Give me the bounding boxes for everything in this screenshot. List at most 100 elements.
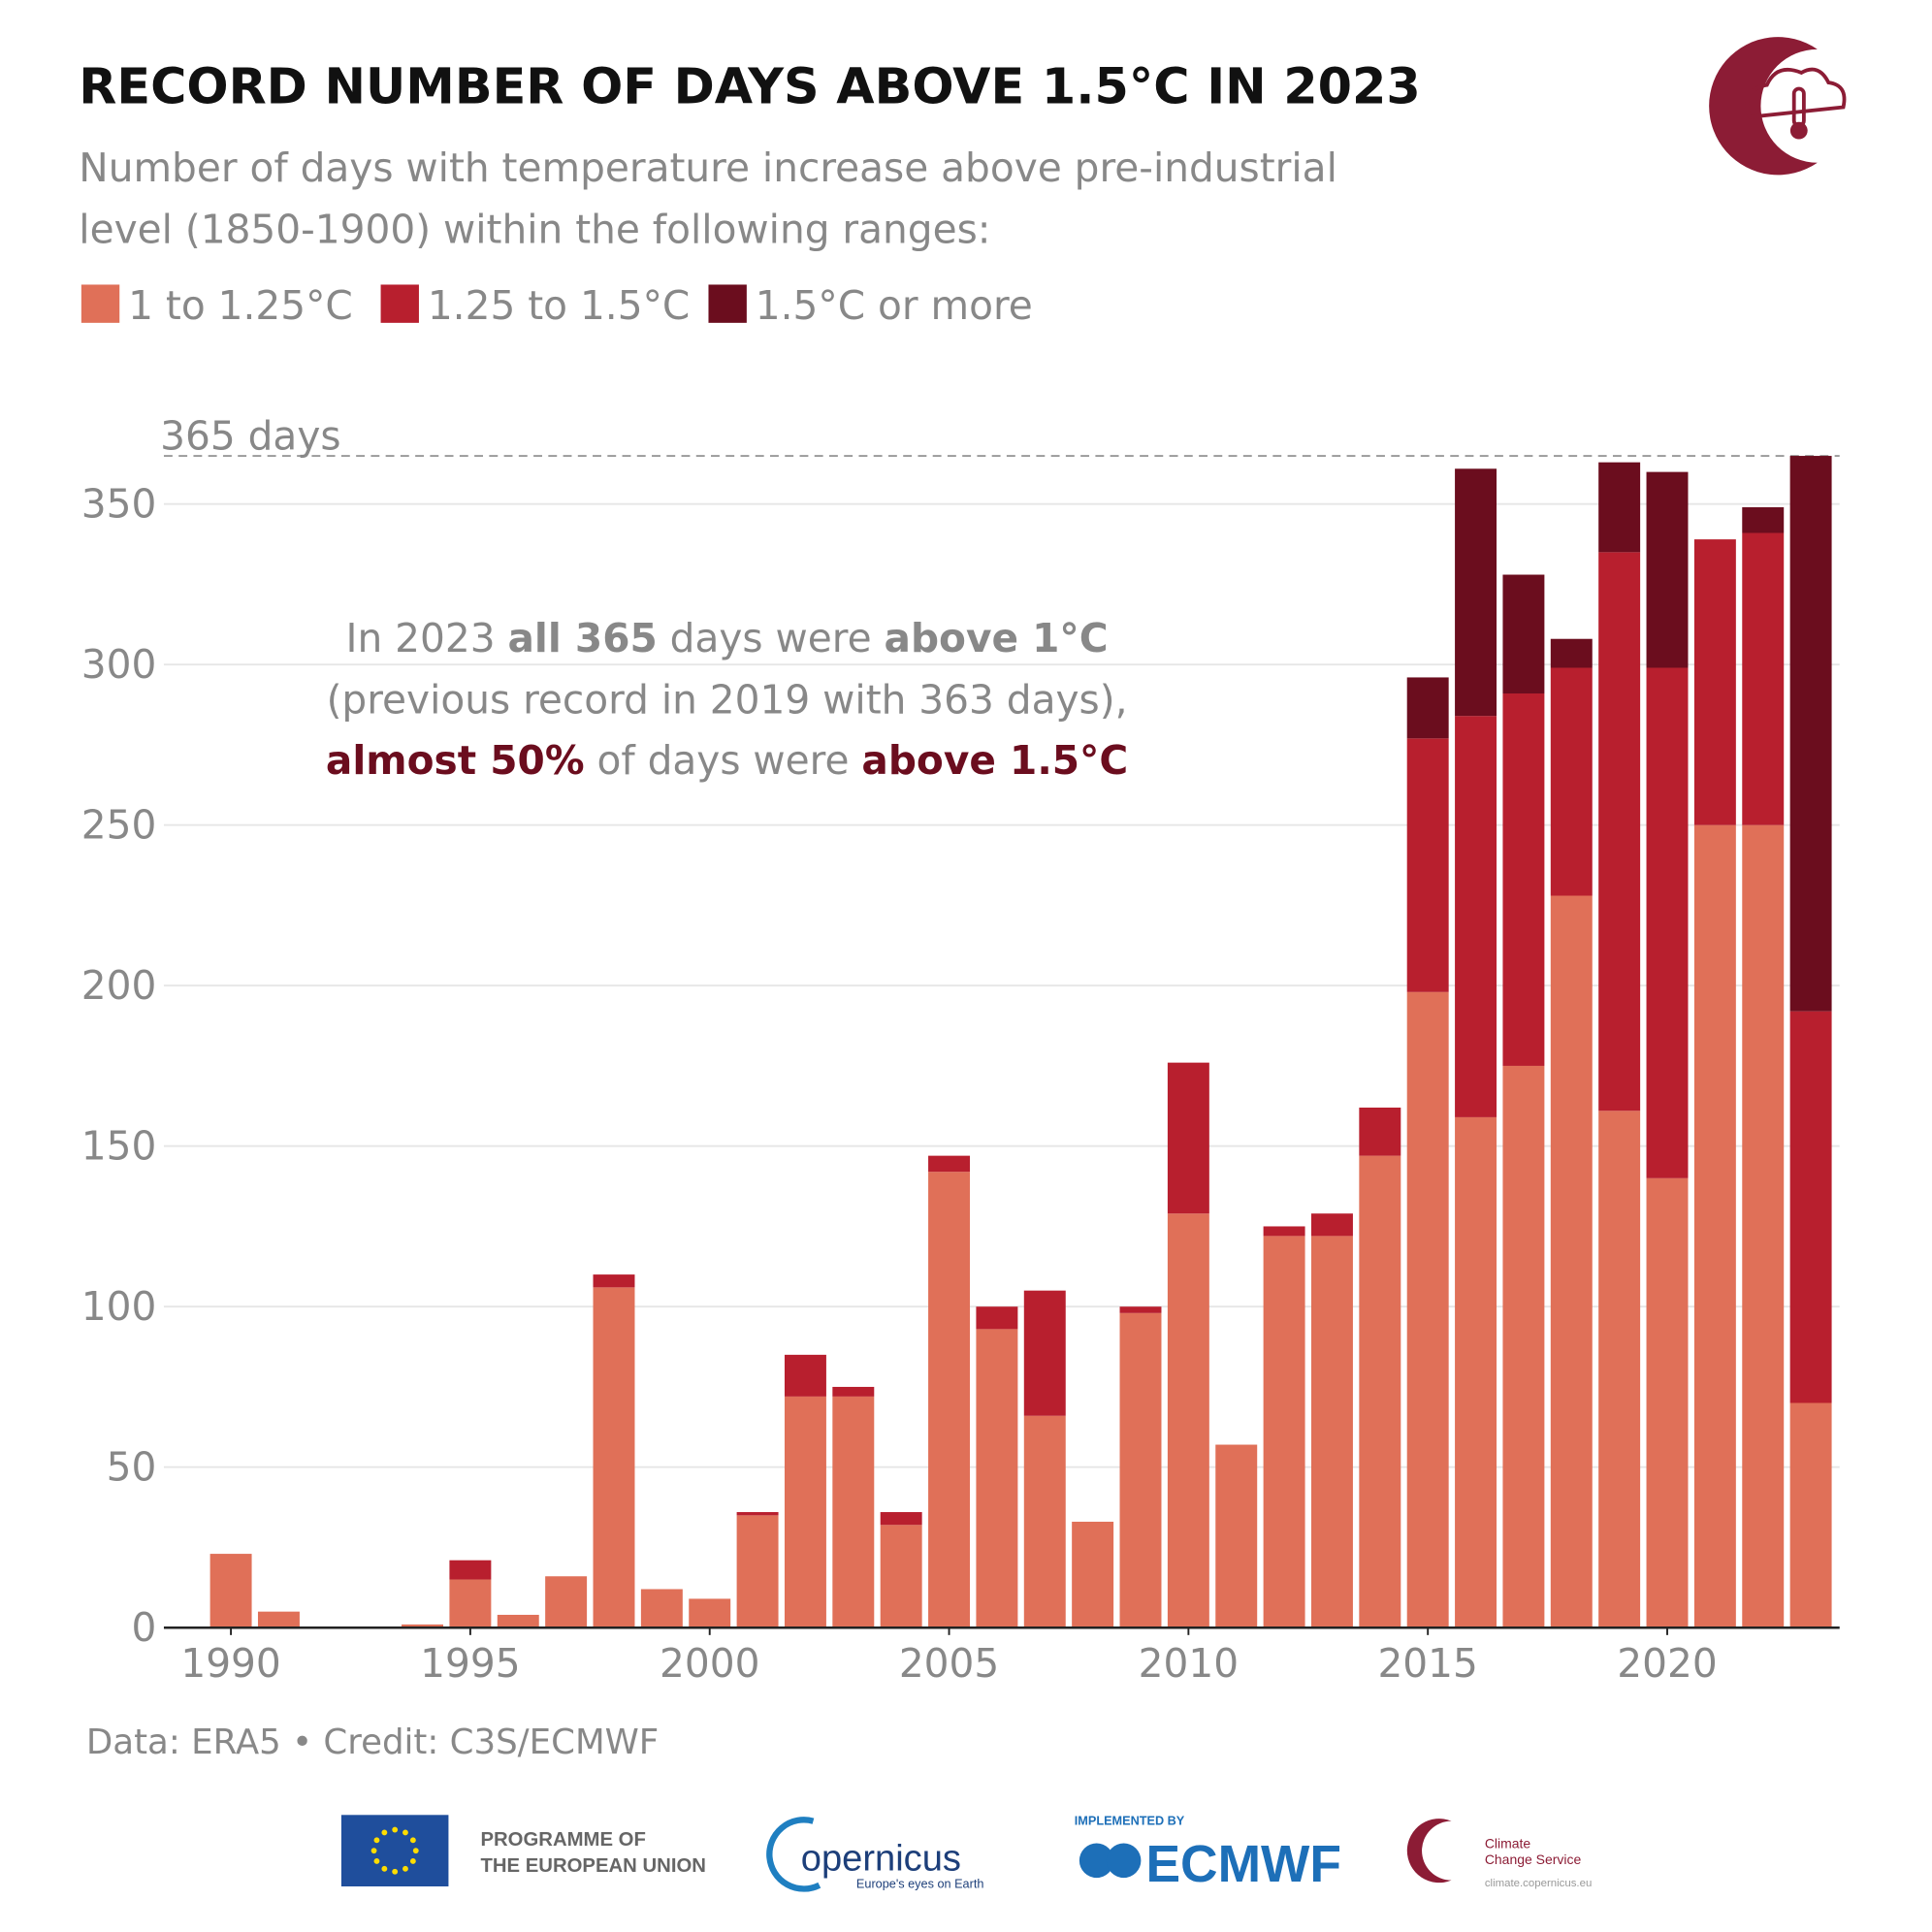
bar-segment bbox=[402, 1624, 444, 1628]
bar-segment bbox=[1646, 1177, 1689, 1628]
x-tick-label: 2015 bbox=[1377, 1640, 1477, 1687]
copernicus-arc bbox=[766, 1817, 821, 1892]
bar-segment bbox=[1406, 991, 1449, 1628]
eu-star bbox=[409, 1858, 416, 1864]
copernicus-text: opernicus bbox=[801, 1838, 961, 1879]
eu-star bbox=[381, 1865, 388, 1872]
y-tick-label: 200 bbox=[81, 962, 157, 1009]
bar-segment bbox=[1455, 468, 1497, 717]
bar-segment bbox=[1550, 638, 1593, 668]
eu-text: PROGRAMME OF bbox=[480, 1829, 645, 1851]
bar-segment bbox=[976, 1329, 1018, 1628]
logo-cloud bbox=[1745, 67, 1847, 119]
bar-segment bbox=[449, 1579, 492, 1628]
bar-segment bbox=[1310, 1213, 1353, 1237]
bar-segment bbox=[593, 1287, 635, 1628]
bar-segment bbox=[736, 1515, 779, 1628]
source: Data: ERA5 • Credit: C3S/ECMWF bbox=[86, 1723, 659, 1762]
logo-crescent bbox=[1709, 37, 1818, 176]
bar-segment bbox=[1646, 471, 1689, 668]
bar-segment bbox=[689, 1598, 731, 1628]
annotation-line: In 2023 all 365 days were above 1°C bbox=[345, 615, 1108, 661]
eu-star bbox=[392, 1868, 399, 1875]
legend-swatch bbox=[380, 284, 419, 323]
c3s-url: climate.copernicus.eu bbox=[1485, 1878, 1592, 1889]
c3s-text: Climate bbox=[1485, 1836, 1531, 1852]
bar-segment bbox=[1693, 824, 1736, 1628]
eu-star bbox=[412, 1848, 419, 1854]
eu-star bbox=[381, 1829, 388, 1836]
c3s-logo bbox=[1709, 37, 1847, 176]
bar-segment bbox=[1550, 667, 1593, 896]
eu-star bbox=[373, 1858, 380, 1864]
bar-segment bbox=[1263, 1226, 1305, 1237]
eu-star bbox=[402, 1865, 408, 1872]
ecmwf-icon bbox=[1106, 1843, 1142, 1879]
bar-segment bbox=[497, 1614, 539, 1628]
bar-segment bbox=[928, 1155, 971, 1173]
legend-swatch bbox=[708, 284, 747, 323]
annotation-text: of days were bbox=[585, 737, 862, 784]
eu-star bbox=[373, 1837, 380, 1844]
c3s-small-crescent bbox=[1406, 1819, 1452, 1884]
bar-segment bbox=[593, 1274, 635, 1288]
eu-star bbox=[370, 1848, 377, 1854]
bar-segment bbox=[1598, 552, 1641, 1111]
y-tick-label: 250 bbox=[81, 802, 157, 849]
x-tick-label: 2010 bbox=[1139, 1640, 1239, 1687]
bar-segment bbox=[1742, 532, 1785, 825]
bar-segment bbox=[1263, 1236, 1305, 1628]
ecmwf-text: ECMWF bbox=[1145, 1836, 1340, 1893]
subtitle: Number of days with temperature increase… bbox=[79, 145, 1337, 191]
bar-segment bbox=[1646, 667, 1689, 1178]
bar-segment bbox=[1742, 824, 1785, 1628]
bar-segment bbox=[1359, 1107, 1401, 1156]
bar-segment bbox=[1502, 574, 1545, 693]
bar-segment bbox=[784, 1396, 826, 1628]
bar-segment bbox=[1693, 539, 1736, 825]
ecmwf-small: IMPLEMENTED BY bbox=[1075, 1814, 1185, 1827]
bar-segment bbox=[1023, 1290, 1066, 1416]
y-tick-label: 100 bbox=[81, 1283, 157, 1330]
bar-segment bbox=[1406, 677, 1449, 739]
bar-segment bbox=[928, 1172, 971, 1628]
ecmwf-icon bbox=[1079, 1843, 1114, 1879]
c3s-text: Change Service bbox=[1485, 1852, 1582, 1867]
y-tick-label: 350 bbox=[81, 481, 157, 528]
bar-segment bbox=[1310, 1236, 1353, 1628]
annotation-text: (previous record in 2019 with 363 days), bbox=[327, 677, 1128, 724]
annotation-text: days were bbox=[658, 615, 885, 661]
bar-segment bbox=[1023, 1415, 1066, 1628]
y-tick-label: 50 bbox=[107, 1444, 157, 1491]
bar-segment bbox=[1119, 1312, 1162, 1628]
eu-star bbox=[409, 1837, 416, 1844]
logo-bulb bbox=[1789, 121, 1808, 140]
annotation-text: all 365 bbox=[507, 615, 657, 661]
bar-segment bbox=[1789, 1011, 1832, 1403]
bar-segment bbox=[1742, 507, 1785, 533]
bar-segment bbox=[976, 1306, 1018, 1330]
bar-segment bbox=[1502, 692, 1545, 1066]
x-tick-label: 1990 bbox=[180, 1640, 280, 1687]
subtitle: level (1850-1900) within the following r… bbox=[79, 206, 990, 252]
bar-segment bbox=[209, 1554, 252, 1628]
y-tick-label: 300 bbox=[81, 641, 157, 688]
legend-label: 1 to 1.25°C bbox=[128, 282, 353, 329]
annotation: In 2023 all 365 days were above 1°C (pre… bbox=[326, 615, 1128, 784]
bar-segment bbox=[1455, 1116, 1497, 1628]
bar-segment bbox=[1406, 738, 1449, 992]
annotation-line: almost 50% of days were above 1.5°C bbox=[326, 737, 1128, 784]
bar-segment bbox=[1167, 1062, 1209, 1214]
bar-segment bbox=[1455, 716, 1497, 1117]
x-tick-label: 2005 bbox=[899, 1640, 999, 1687]
eu-stars bbox=[370, 1826, 419, 1875]
bar-segment bbox=[1167, 1213, 1209, 1628]
bar-segment bbox=[1119, 1306, 1162, 1313]
bar-segment bbox=[1598, 1111, 1641, 1628]
bar-segment bbox=[1502, 1065, 1545, 1628]
bar-segment bbox=[736, 1512, 779, 1516]
bar-segment bbox=[1598, 462, 1641, 553]
eu-flag bbox=[340, 1815, 449, 1886]
bar-segment bbox=[1789, 456, 1832, 1012]
